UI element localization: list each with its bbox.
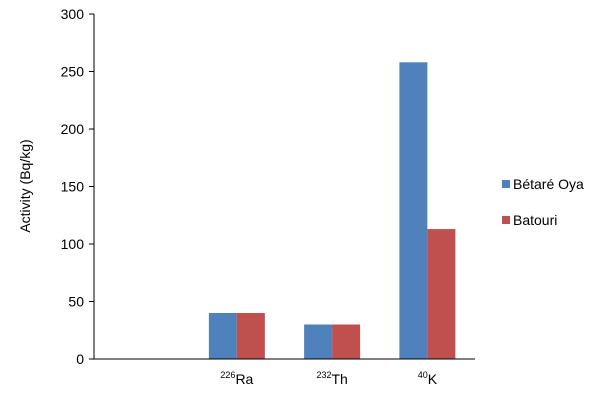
bars-group (208, 62, 456, 360)
category-symbol: Th (331, 371, 347, 387)
x-category-label: 232Th (316, 370, 347, 387)
category-mass-number: 226 (220, 370, 235, 380)
bar-series2 (236, 313, 265, 359)
y-axis-title: Activity (Bq/kg) (17, 139, 33, 232)
axes-group (93, 14, 475, 360)
category-mass-number: 40 (418, 370, 428, 380)
legend-label: Batouri (513, 212, 557, 228)
legend-swatch (502, 216, 510, 224)
bar-series1 (399, 62, 428, 360)
y-tick-label: 300 (61, 6, 85, 22)
legend: Bétaré Oya Batouri (502, 176, 584, 228)
y-tick-label: 0 (76, 351, 84, 367)
x-axis-labels: 226Ra 232Th 40K (220, 370, 437, 387)
y-tick-label: 250 (61, 64, 85, 80)
bar-series1 (208, 313, 237, 359)
category-symbol: Ra (235, 371, 253, 387)
x-category-label: 40K (418, 370, 438, 387)
y-tick-label: 50 (68, 294, 84, 310)
bar-series2 (427, 229, 456, 359)
x-category-label: 226Ra (220, 370, 253, 387)
bar-series2 (332, 324, 361, 359)
category-symbol: K (428, 371, 438, 387)
legend-label: Bétaré Oya (513, 176, 584, 192)
bar-series1 (304, 324, 333, 359)
legend-swatch (502, 180, 510, 188)
category-mass-number: 232 (316, 370, 331, 380)
y-tick-label: 200 (61, 121, 85, 137)
y-tick-label: 100 (61, 236, 85, 252)
y-axis-ticks: 0 50 100 150 200 250 300 (61, 6, 94, 367)
y-tick-label: 150 (61, 179, 85, 195)
